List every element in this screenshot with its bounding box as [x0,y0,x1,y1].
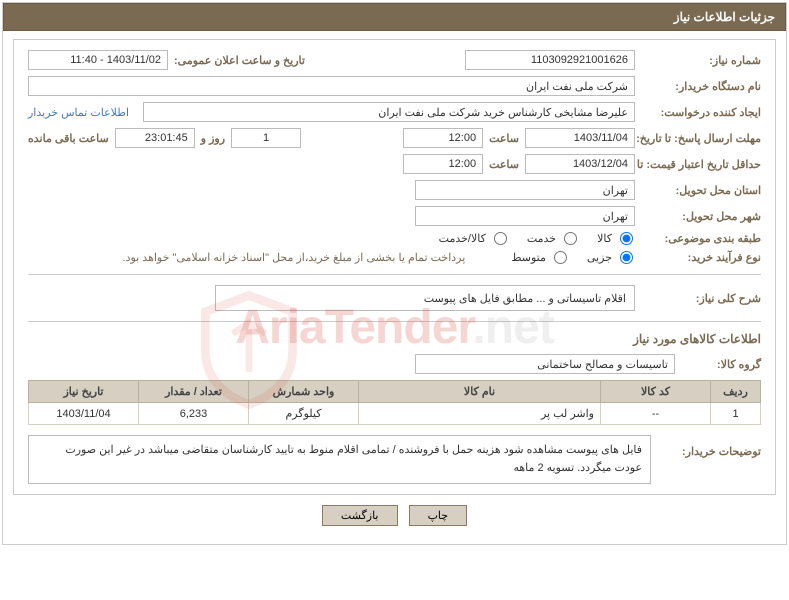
th-code: کد کالا [601,381,711,403]
th-unit: واحد شمارش [249,381,359,403]
announce-field: 1403/11/02 - 11:40 [28,50,168,70]
process-radio-group: جزیی متوسط [497,251,635,264]
days-count-field: 1 [231,128,301,148]
cat-service-label: خدمت [527,232,556,245]
cat-goods-radio[interactable] [620,232,633,245]
need-no-field: 1103092921001626 [465,50,635,70]
province-label: استان محل تحویل: [641,184,761,197]
divider-2 [28,321,761,322]
city-field: تهران [415,206,635,226]
th-qty: تعداد / مقدار [139,381,249,403]
table-row: 1 -- واشر لب پر کیلوگرم 6,233 1403/11/04 [29,403,761,425]
days-and-label: روز و [201,132,225,145]
announce-label: تاریخ و ساعت اعلان عمومی: [174,54,305,67]
cat-both-label: کالا/خدمت [439,232,486,245]
process-label: نوع فرآیند خرید: [641,251,761,264]
page-title: جزئیات اطلاعات نیاز [3,3,786,31]
td-qty: 6,233 [139,403,249,425]
proc-partial-radio[interactable] [620,251,633,264]
remain-label: ساعت باقی مانده [28,132,109,145]
time-label-1: ساعت [489,132,519,145]
validity-date-field: 1403/12/04 [525,154,635,174]
cat-goods-label: کالا [597,232,612,245]
contact-link[interactable]: اطلاعات تماس خریدار [28,106,129,119]
buyer-org-label: نام دستگاه خریدار: [641,80,761,93]
divider-1 [28,274,761,275]
back-button[interactable]: بازگشت [322,505,398,526]
requester-field: علیرضا مشایخی کارشناس خرید شرکت ملی نفت … [143,102,635,122]
proc-medium-radio[interactable] [554,251,567,264]
cat-both-radio[interactable] [494,232,507,245]
goods-section-title: اطلاعات کالاهای مورد نیاز [28,332,761,346]
requester-label: ایجاد کننده درخواست: [641,106,761,119]
td-name: واشر لب پر [359,403,601,425]
td-date: 1403/11/04 [29,403,139,425]
summary-field: اقلام تاسیساتی و ... مطابق فایل های پیوس… [215,285,635,311]
buyer-desc-box: فایل های پیوست مشاهده شود هزینه حمل با ف… [28,435,651,484]
deadline-label: مهلت ارسال پاسخ: تا تاریخ: [641,132,761,145]
need-no-label: شماره نیاز: [641,54,761,67]
category-radio-group: کالا خدمت کالا/خدمت [425,232,635,245]
print-button[interactable]: چاپ [409,505,468,526]
th-name: نام کالا [359,381,601,403]
group-label: گروه کالا: [681,358,761,371]
th-row: ردیف [711,381,761,403]
buyer-desc-label: توضیحات خریدار: [661,435,761,458]
group-field: تاسیسات و مصالح ساختمانی [415,354,675,374]
deadline-time-field: 12:00 [403,128,483,148]
proc-medium-label: متوسط [511,251,546,264]
goods-table: ردیف کد کالا نام کالا واحد شمارش تعداد /… [28,380,761,425]
td-row: 1 [711,403,761,425]
td-unit: کیلوگرم [249,403,359,425]
countdown-field: 23:01:45 [115,128,195,148]
process-note: پرداخت تمام یا بخشی از مبلغ خرید،از محل … [123,251,466,264]
category-label: طبقه بندی موضوعی: [641,232,761,245]
cat-service-radio[interactable] [564,232,577,245]
th-date: تاریخ نیاز [29,381,139,403]
province-field: تهران [415,180,635,200]
city-label: شهر محل تحویل: [641,210,761,223]
validity-time-field: 12:00 [403,154,483,174]
td-code: -- [601,403,711,425]
buyer-org-field: شرکت ملی نفت ایران [28,76,635,96]
validity-label: حداقل تاریخ اعتبار قیمت: تا تاریخ: [641,158,761,171]
deadline-date-field: 1403/11/04 [525,128,635,148]
time-label-2: ساعت [489,158,519,171]
summary-label: شرح کلی نیاز: [641,292,761,305]
proc-partial-label: جزیی [587,251,612,264]
